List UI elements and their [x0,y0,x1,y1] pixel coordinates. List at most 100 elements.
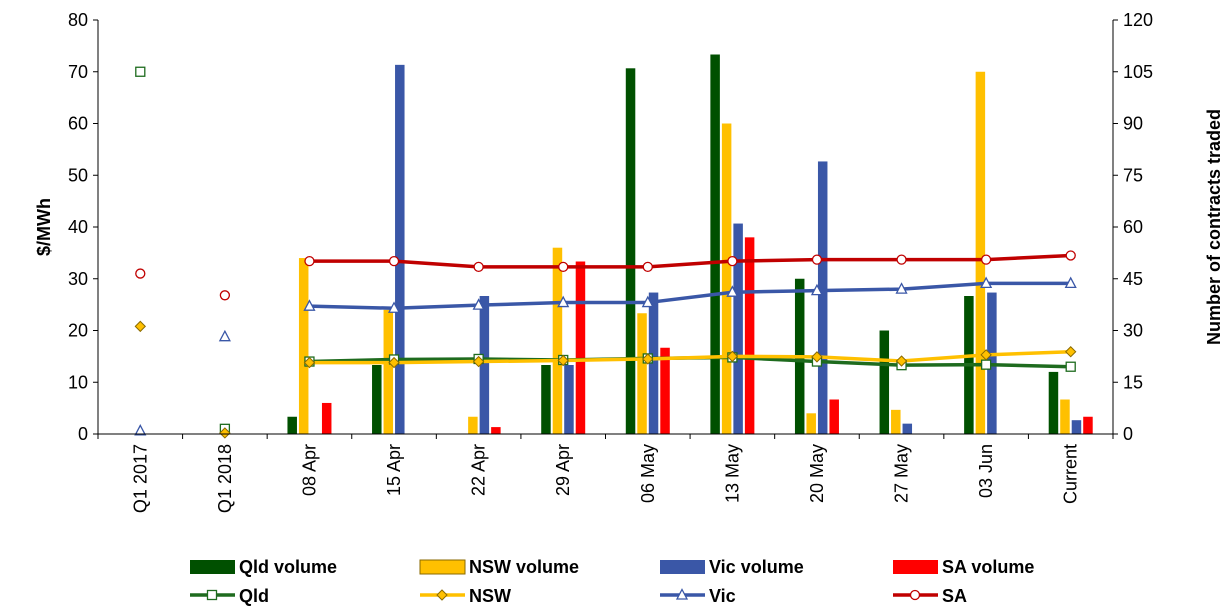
left-tick-label: 40 [68,217,88,237]
point-vic-06-may [641,295,654,308]
point-nsw-03-jun [980,349,992,361]
point-nsw-08-apr [303,356,316,369]
legend-swatch [893,560,938,574]
right-tick-label: 60 [1123,217,1143,237]
left-tick-label: 50 [68,165,88,185]
bar-sa-volume-06-may [660,347,670,434]
bar-nsw-volume-29-apr [552,247,563,434]
line-nsw [309,349,1071,365]
point-sa-q1-2017 [135,268,146,279]
bar-qld-volume-27-may [879,330,890,434]
bar-vic-volume-22-apr [479,296,490,434]
legend-item-vic-volume: Vic volume [660,557,804,577]
legend-marker [436,589,448,601]
right-tick-label: 75 [1123,165,1143,185]
left-tick-label: 80 [68,10,88,30]
point-vic-08-apr [303,299,316,311]
legend-swatch [190,560,235,574]
bar-sa-volume-20-may [829,399,839,434]
legend: Qld volume NSW volume Vic volume SA volume Q… [190,557,1034,606]
right-tick-label: 0 [1123,424,1133,444]
legend-label: Vic volume [709,557,804,577]
bar-sa-volume-29-apr [575,261,586,434]
bar-sa-volume-current [1083,416,1093,434]
bar-vic-volume-current [1071,420,1082,434]
point-sa-27-may [896,254,907,265]
point-vic-q1-2017 [134,423,147,436]
bar-layer [287,54,1093,435]
bar-qld-volume-06-may [625,68,636,435]
right-tick-label: 15 [1123,372,1143,392]
point-sa-15-apr [388,256,400,267]
axes: 0 10 20 30 40 50 60 70 80 0 15 30 45 60 75 90 105 120 Q1 2… [34,10,1224,513]
line-sa [309,253,1071,269]
line-vic [309,281,1071,310]
right-tick-label: 45 [1123,269,1143,289]
legend-item-sa: SA [893,586,967,606]
legend-swatch [419,559,466,575]
legend-marker [675,588,689,600]
right-tick-label: 120 [1123,10,1153,30]
left-axis-title: $/MWh [34,198,54,256]
bar-vic-volume-20-may [817,161,828,434]
point-nsw-current [1065,346,1077,358]
point-nsw-06-may [642,353,654,365]
point-sa-20-may [811,254,823,265]
bar-nsw-volume-22-apr [468,416,478,434]
x-tick-label: 27 May [892,444,912,503]
x-tick-label: 22 Apr [469,444,489,496]
x-tick-label: 15 Apr [384,444,404,496]
left-tick-label: 20 [68,321,88,341]
legend-item-qld: Qld [190,586,269,606]
point-nsw-20-may [811,351,823,363]
point-qld-03-jun [980,359,992,370]
point-vic-03-jun [980,276,993,289]
point-vic-20-may [810,283,824,296]
point-vic-15-apr [387,301,401,313]
legend-label: Vic [709,586,736,606]
right-tick-label: 30 [1123,321,1143,341]
point-nsw-q1-2018 [219,427,231,439]
point-sa-29-apr [558,261,569,272]
bar-qld-volume-29-apr [541,365,551,434]
point-vic-29-apr [557,295,570,308]
point-qld-q1-2017 [135,66,146,77]
point-nsw-22-apr [472,355,485,368]
line-layer [134,66,1077,439]
point-vic-22-apr [472,298,485,310]
point-sa-13-may [727,256,738,267]
left-tick-label: 30 [68,269,88,289]
right-tick-label: 90 [1123,114,1143,134]
point-sa-q1-2018 [219,290,231,301]
point-vic-q1-2018 [218,329,231,342]
legend-swatch [660,560,705,574]
bar-vic-volume-27-may [902,423,913,434]
legend-marker [909,589,921,601]
bar-nsw-volume-27-may [891,409,901,434]
point-nsw-27-may [895,355,908,367]
point-sa-22-apr [473,261,484,272]
bar-nsw-volume-03-jun [975,71,986,434]
bar-qld-volume-08-apr [287,416,297,434]
point-nsw-13-may [726,350,739,363]
bar-vic-volume-06-may [648,292,659,434]
legend-label: Qld [239,586,269,606]
bar-qld-volume-13-may [710,54,720,434]
legend-item-sa-volume: SA volume [893,557,1034,577]
bar-sa-volume-08-apr [321,402,332,434]
bar-vic-volume-15-apr [395,64,405,434]
x-tick-label: Q1 2017 [130,444,150,513]
point-nsw-15-apr [388,356,400,369]
bar-nsw-volume-06-may [637,313,647,434]
legend-item-vic: Vic [660,586,736,606]
point-sa-current [1065,250,1076,261]
point-vic-current [1064,276,1077,289]
x-tick-label: Q1 2018 [215,444,235,513]
bar-qld-volume-15-apr [372,365,382,434]
x-tick-label: 29 Apr [553,444,573,496]
left-tick-label: 70 [68,62,88,82]
bar-qld-volume-current [1048,371,1059,434]
x-tick-label: 06 May [638,444,658,503]
point-nsw-29-apr [557,354,569,367]
bar-sa-volume-22-apr [491,427,501,434]
